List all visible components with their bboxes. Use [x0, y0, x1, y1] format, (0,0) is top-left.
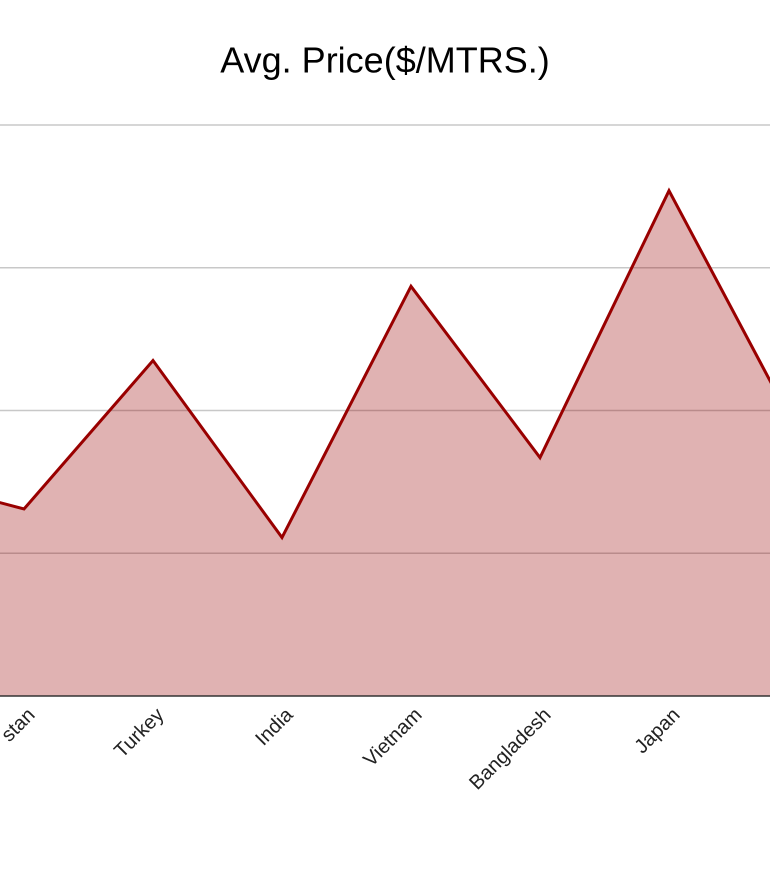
- area-line: [0, 187, 770, 541]
- x-tick-label: Turkey: [110, 704, 168, 762]
- x-tick-label: Vietnam: [359, 704, 426, 771]
- area-fill: [0, 190, 770, 696]
- x-tick-label: India: [251, 703, 298, 750]
- x-tick-label: stan: [0, 704, 40, 746]
- x-tick-label: Bangladesh: [465, 704, 555, 794]
- chart-title: Avg. Price($/MTRS.): [220, 40, 549, 81]
- x-tick-label: Japan: [630, 704, 684, 758]
